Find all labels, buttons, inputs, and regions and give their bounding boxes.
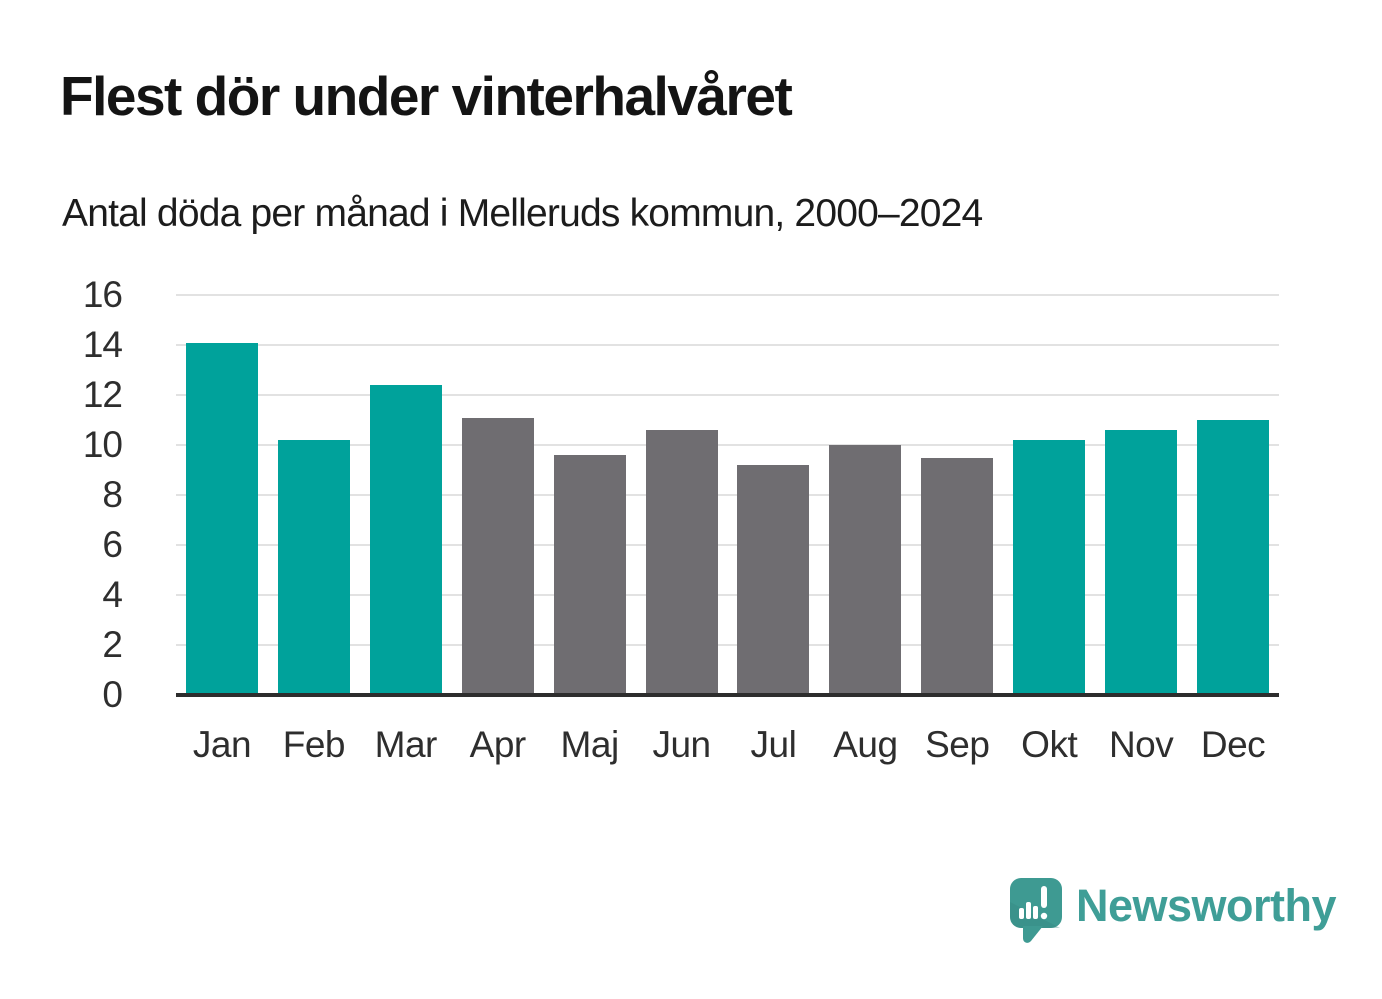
gridline-y-10	[176, 444, 1279, 446]
gridline-y-14	[176, 344, 1279, 346]
bar-aug	[829, 445, 902, 695]
gridline-y-2	[176, 644, 1279, 646]
x-tick-label-aug: Aug	[833, 724, 898, 765]
gridline-y-16	[176, 294, 1279, 296]
y-tick-label-12: 12	[82, 374, 123, 415]
bar-mar	[369, 385, 442, 695]
x-tick-label-feb: Feb	[282, 724, 346, 765]
bar-chart-plot-area	[176, 294, 1279, 695]
bar-jun	[645, 430, 718, 695]
x-tick-label-jul: Jul	[750, 724, 797, 765]
y-tick-label-0: 0	[102, 674, 123, 715]
bar-sep	[921, 457, 994, 695]
newsworthy-logo-icon	[1010, 878, 1062, 944]
bar-nov	[1105, 430, 1178, 695]
x-tick-label-jun: Jun	[652, 724, 711, 765]
gridline-y-8	[176, 494, 1279, 496]
x-tick-label-mar: Mar	[374, 724, 438, 765]
gridline-y-4	[176, 594, 1279, 596]
x-tick-label-maj: Maj	[560, 724, 620, 765]
bar-jan	[185, 342, 258, 695]
bar-apr	[461, 417, 534, 695]
y-axis: 0 2 4 6 8 10 12 14 16	[40, 275, 150, 715]
x-axis-line	[176, 693, 1279, 697]
y-tick-label-2: 2	[102, 624, 123, 665]
bar-feb	[277, 440, 350, 695]
x-tick-label-apr: Apr	[469, 724, 527, 765]
chart-title: Flest dör under vinterhalvåret	[60, 65, 793, 127]
y-tick-label-10: 10	[82, 424, 123, 465]
x-tick-label-nov: Nov	[1108, 724, 1174, 765]
x-tick-label-jan: Jan	[192, 724, 252, 765]
y-tick-label-6: 6	[102, 524, 123, 565]
y-tick-label-16: 16	[82, 274, 123, 315]
chart-subtitle: Antal döda per månad i Melleruds kommun,…	[62, 192, 983, 235]
x-axis: Jan Feb Mar Apr Maj Jun Jul Aug Sep Okt Nov Dec	[176, 722, 1279, 772]
x-tick-label-sep: Sep	[925, 724, 990, 765]
x-tick-label-dec: Dec	[1200, 724, 1266, 765]
x-tick-label-okt: Okt	[1021, 724, 1078, 765]
newsworthy-brand-name: Newsworthy	[1076, 880, 1337, 931]
y-tick-label-8: 8	[102, 474, 123, 515]
gridline-y-12	[176, 394, 1279, 396]
y-tick-label-14: 14	[82, 324, 123, 365]
y-tick-label-4: 4	[102, 574, 123, 615]
gridline-y-6	[176, 544, 1279, 546]
bar-maj	[553, 455, 626, 695]
bar-dec	[1197, 420, 1270, 695]
bar-jul	[737, 465, 810, 695]
bar-okt	[1013, 440, 1086, 695]
